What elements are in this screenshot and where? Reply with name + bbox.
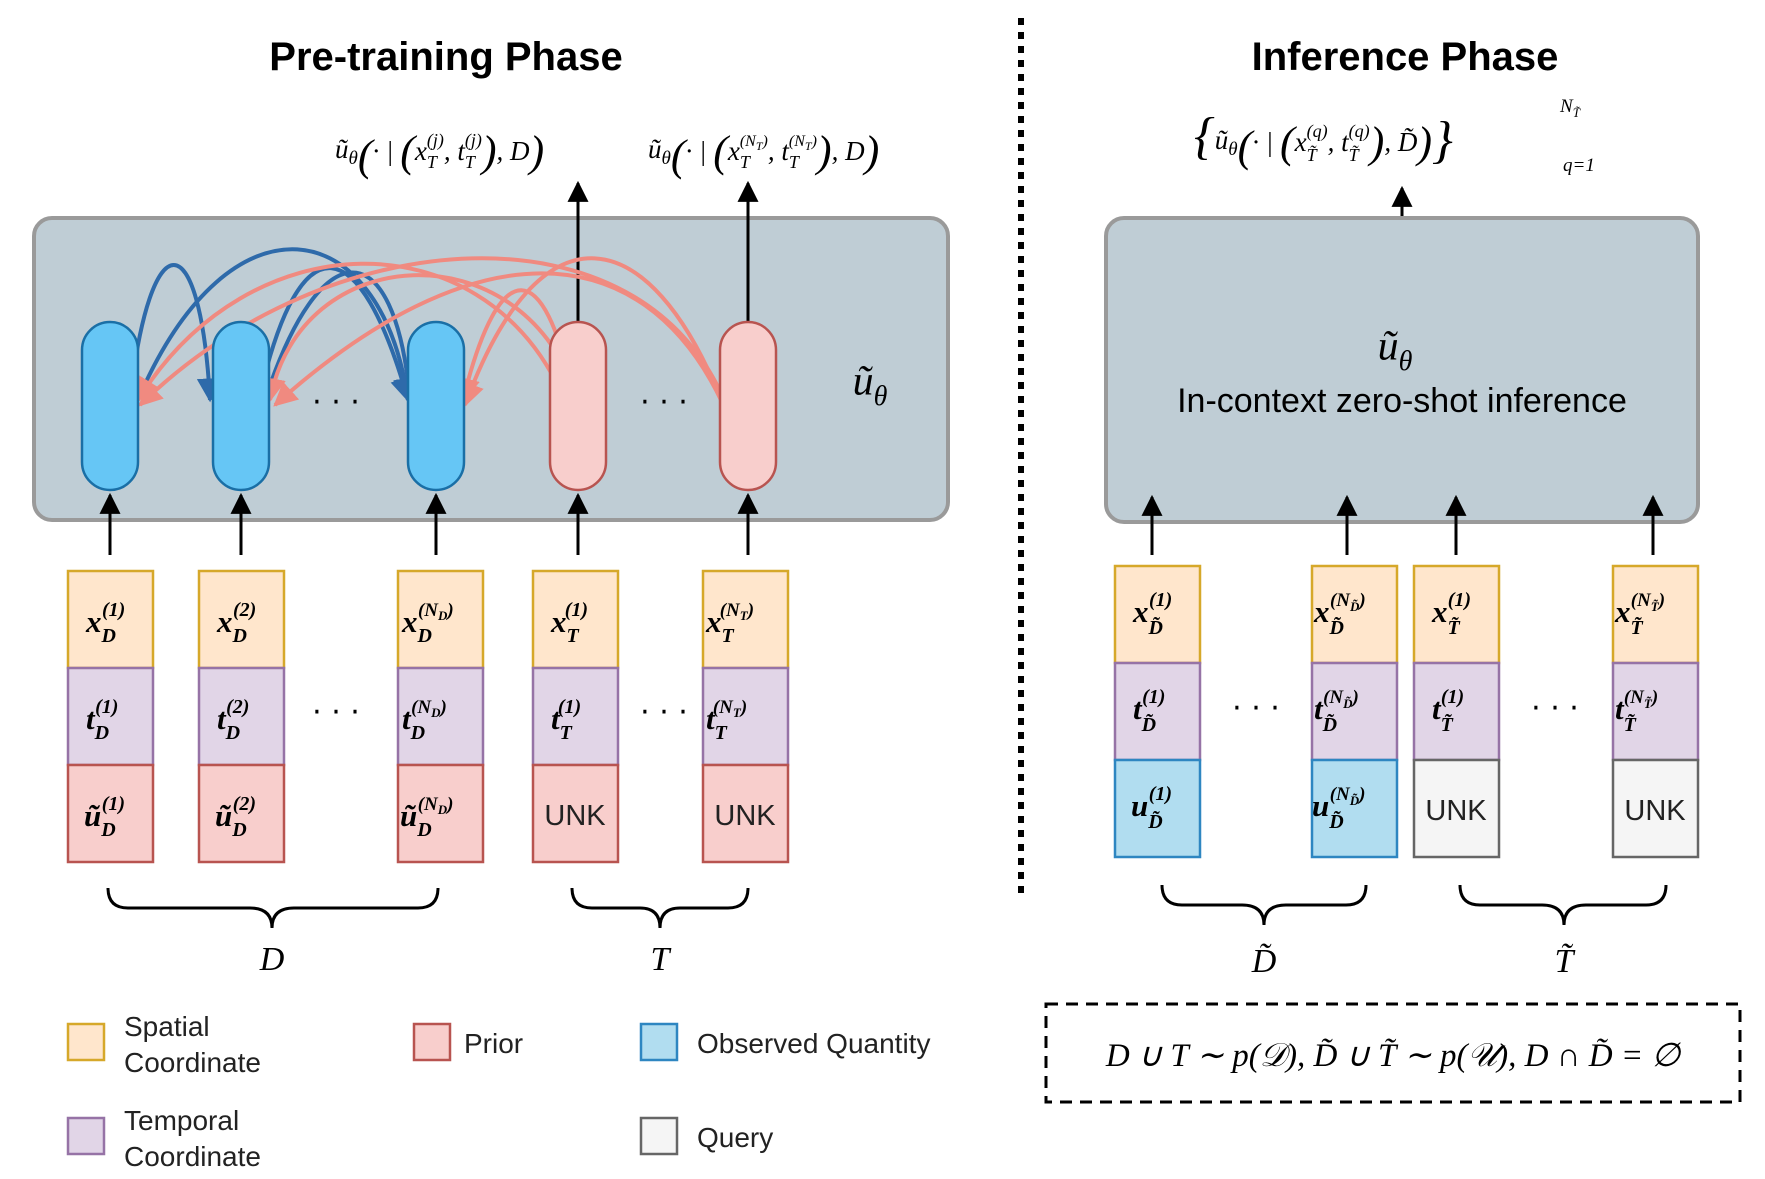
- brace-d-tilde: [1160, 884, 1368, 926]
- legend-swatch-prior: [412, 1022, 452, 1062]
- inference-input-ellipsis-1: · · ·: [1232, 691, 1280, 726]
- pretraining-input-ellipsis-2: · · ·: [640, 695, 688, 730]
- token-context-nd: [406, 320, 466, 492]
- legend: Spatial Coordinate Prior Observed Quanti…: [66, 1011, 930, 1172]
- pretraining-column-1: xD(1) tD(1) ũD(1): [66, 569, 155, 864]
- inference-input-ellipsis-2: · · ·: [1531, 691, 1579, 726]
- legend-label-spatial-1: Spatial: [124, 1011, 210, 1042]
- token-context-1: [80, 320, 140, 492]
- pretraining-input-arrows: [99, 492, 759, 555]
- token-target-1: [548, 320, 608, 492]
- svg-text:{ũθ(· | (xT̃(q), tT̃(q)), D̃)}: {ũθ(· | (xT̃(q), tT̃(q)), D̃)}: [1194, 108, 1453, 171]
- svg-text:ũθ(· | (xT(NT), tT(NT)), D): ũθ(· | (xT(NT), tT(NT)), D): [648, 127, 879, 180]
- pretraining-output-label-j: ũθ(· | (xT(j), tT(j)), D): [335, 127, 544, 180]
- pretraining-column-nt: xT(NT) tT(NT) UNK: [701, 569, 790, 864]
- brace-d: [106, 887, 440, 929]
- token-ellipsis-context: · · ·: [312, 385, 360, 420]
- brace-t-tilde: [1458, 884, 1668, 926]
- inference-model-box: [1104, 216, 1700, 524]
- inference-column-nd: xD̃(ND̃) tD̃(ND̃) uD̃(ND̃): [1310, 564, 1399, 859]
- legend-label-temporal-1: Temporal: [124, 1105, 239, 1136]
- inference-model-subtitle: In-context zero-shot inference: [1177, 382, 1627, 420]
- legend-label-prior: Prior: [464, 1028, 523, 1059]
- pretraining-model-box: [32, 216, 950, 522]
- pretraining-column-t1: xT(1) tT(1) UNK: [531, 569, 620, 864]
- pretraining-column-2: xD(2) tD(2) ũD(2): [197, 569, 286, 864]
- inference-output-label: {ũθ(· | (xT̃(q), tT̃(q)), D̃)} NT̃ q=1: [1194, 96, 1595, 176]
- inference-column-t1: xT̃(1) tT̃(1) UNK: [1412, 564, 1501, 859]
- inference-title: Inference Phase: [1252, 35, 1559, 79]
- pretraining-output-label-nt: ũθ(· | (xT(NT), tT(NT)), D): [648, 127, 879, 180]
- brace-label-d: D: [259, 941, 285, 978]
- brace-label-d-tilde: D̃: [1251, 942, 1277, 980]
- token-target-nt: [718, 320, 778, 492]
- pretraining-input-ellipsis-1: · · ·: [312, 695, 360, 730]
- inference-column-1: xD̃(1) tD̃(1) uD̃(1): [1113, 564, 1202, 859]
- inference-column-nt: xT̃(NT̃) tT̃(NT̃) UNK: [1611, 564, 1700, 859]
- unk-label: UNK: [1624, 795, 1686, 827]
- unk-label: UNK: [714, 800, 776, 832]
- brace-label-t: T: [651, 941, 672, 978]
- attention-arcs: [128, 247, 727, 408]
- equation-box: [1044, 1002, 1742, 1104]
- unk-label: UNK: [544, 800, 606, 832]
- distribution-equation: D ∪ T ∼ p(𝒟), D̃ ∪ T̃ ∼ p(𝒰), D ∩ D̃ = ∅: [1105, 1037, 1682, 1074]
- inference-input-arrows: [1141, 494, 1664, 555]
- legend-swatch-observed: [639, 1022, 679, 1062]
- svg-text:NT̃: NT̃: [1559, 96, 1581, 120]
- legend-swatch-temporal: [66, 1116, 106, 1156]
- legend-label-temporal-2: Coordinate: [124, 1141, 261, 1172]
- legend-label-observed: Observed Quantity: [697, 1028, 930, 1059]
- brace-label-t-tilde: T̃: [1555, 942, 1576, 980]
- pretraining-column-nd: xD(ND) tD(ND) ũD(ND): [396, 569, 485, 864]
- legend-label-spatial-2: Coordinate: [124, 1047, 261, 1078]
- token-ellipsis-target: · · ·: [640, 385, 688, 420]
- token-context-2: [211, 320, 271, 492]
- brace-t: [570, 887, 750, 929]
- svg-text:q=1: q=1: [1563, 155, 1595, 176]
- legend-swatch-query: [639, 1116, 679, 1156]
- svg-text:ũθ(· | (xT(j), tT(j)), D): ũθ(· | (xT(j), tT(j)), D): [335, 127, 544, 180]
- legend-label-query: Query: [697, 1122, 773, 1153]
- legend-swatch-spatial: [66, 1022, 106, 1062]
- unk-label: UNK: [1425, 795, 1487, 827]
- pretraining-title: Pre-training Phase: [269, 35, 622, 79]
- pretraining-model-label: ũθ: [853, 359, 888, 412]
